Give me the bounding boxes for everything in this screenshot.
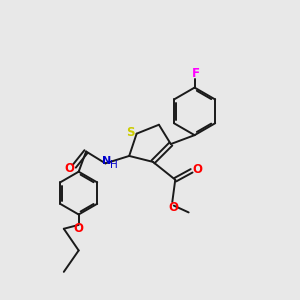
Text: O: O <box>74 222 84 235</box>
Text: N: N <box>102 156 112 166</box>
Text: O: O <box>168 202 178 214</box>
Text: O: O <box>64 162 74 175</box>
Text: S: S <box>126 126 134 139</box>
Text: H: H <box>110 160 118 170</box>
Text: F: F <box>191 67 200 80</box>
Text: O: O <box>193 164 202 176</box>
